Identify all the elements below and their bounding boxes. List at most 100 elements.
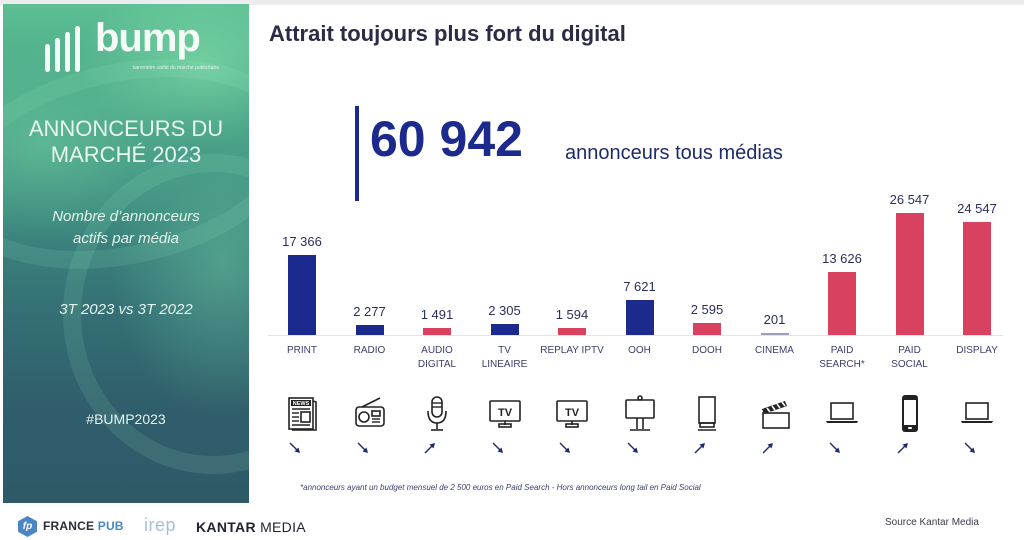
bar — [895, 213, 924, 335]
bump-logo: bump baromètre unifié du marché publicit… — [43, 16, 223, 77]
trend-down-arrow-icon — [964, 442, 975, 453]
media-icon-cell — [606, 393, 674, 463]
svg-text:TV: TV — [565, 407, 580, 419]
panel-title: ANNONCEURS DU MARCHÉ 2023 — [3, 116, 249, 168]
trend-up-arrow-icon — [762, 443, 773, 454]
bar-value-label: 201 — [763, 312, 786, 327]
irep-logo: irep — [144, 515, 177, 535]
media-icon-cell — [876, 393, 944, 463]
category-label: RADIO — [353, 345, 386, 356]
chart-baseline — [268, 335, 1003, 336]
page-title: Attrait toujours plus fort du digital — [269, 21, 626, 46]
bar-group-dooh: 2 595 DOOH — [673, 180, 741, 380]
panel-subtitle-line2: actifs par média — [73, 230, 179, 247]
media-icons-row: NEWS TV TV — [268, 393, 1008, 463]
left-panel: bump baromètre unifié du marché publicit… — [3, 4, 249, 503]
kpi-total-label: annonceurs tous médias — [565, 142, 783, 164]
bar-value-label: 26 547 — [889, 192, 930, 207]
bar-group-print: 17 366 PRINT — [268, 180, 336, 380]
media-icon-cell: TV — [538, 393, 606, 463]
media-icon-cell: TV — [471, 393, 539, 463]
bump-logo-subtitle: baromètre unifié du marché publicitaire — [132, 65, 219, 71]
kpi-total-value: 60 942 — [370, 111, 523, 167]
digital-panel-icon — [698, 396, 716, 431]
bar-value-label: 2 595 — [690, 302, 724, 317]
top-strip — [0, 0, 1024, 5]
bar-group-tv-lineaire: 2 305 TV LINEAIRE — [471, 180, 539, 380]
newspaper-icon: NEWS — [288, 397, 317, 431]
bar-group-paid-search: 13 626 PAID SEARCH* — [808, 180, 876, 380]
trend-up-arrow-icon — [694, 443, 705, 454]
bump-logo-bars-icon — [43, 26, 91, 72]
radio-icon — [354, 397, 385, 427]
bar — [625, 300, 654, 335]
bar-value-label: 1 594 — [555, 307, 589, 322]
bar-group-display: 24 547 DISPLAY — [943, 180, 1011, 380]
bar-group-audio-digital: 1 491 AUDIO DIGITAL — [403, 180, 471, 380]
svg-text:TV: TV — [497, 407, 512, 419]
partner-logos: fp FRANCE PUB irep KANTAR MEDIA — [18, 515, 318, 539]
bar-value-label: 1 491 — [420, 307, 454, 322]
tv-icon: TV — [488, 400, 521, 428]
category-label: CINEMA — [755, 345, 794, 356]
bar-value-label: 13 626 — [822, 251, 862, 266]
laptop-icon — [961, 402, 993, 423]
category-label: TV LINEAIRE — [481, 345, 528, 370]
kantar-media-logo: KANTAR MEDIA — [196, 519, 306, 535]
bar-group-replay-iptv: 1 594 REPLAY IPTV — [538, 180, 606, 380]
bump-logo-word: bump — [95, 16, 201, 60]
bar-value-label: 17 366 — [282, 234, 322, 249]
bar-group-radio: 2 277 RADIO — [336, 180, 404, 380]
category-label: PAID SOCIAL — [891, 345, 928, 370]
bar — [828, 272, 856, 335]
category-label: DOOH — [692, 345, 722, 356]
microphone-icon — [427, 396, 447, 431]
media-icon-cell — [808, 393, 876, 463]
bar-group-ooh: 7 621 OOH — [606, 180, 674, 380]
tv-icon: TV — [556, 400, 588, 428]
kpi-accent-bar — [355, 106, 359, 201]
panel-subtitle: Nombre d’annonceurs actifs par média — [3, 206, 249, 250]
laptop-icon — [826, 402, 858, 423]
bar-group-paid-social: 26 547 PAID SOCIAL — [876, 180, 944, 380]
clapperboard-icon — [761, 401, 790, 429]
panel-title-line1: ANNONCEURS DU — [28, 116, 224, 141]
billboard-icon — [624, 395, 655, 431]
bar — [963, 222, 991, 335]
trend-down-arrow-icon — [627, 442, 638, 453]
smartphone-icon — [901, 395, 918, 432]
bar-value-label: 2 305 — [488, 303, 521, 318]
bar — [423, 328, 451, 335]
bar — [288, 255, 316, 335]
trend-down-arrow-icon — [357, 442, 368, 453]
trend-up-arrow-icon — [424, 443, 435, 454]
bar-group-cinema: 201 CINEMA — [741, 180, 809, 380]
panel-subtitle-line1: Nombre d’annonceurs — [52, 208, 200, 225]
bar — [558, 328, 586, 335]
category-label: OOH — [628, 345, 651, 356]
media-icon-cell — [673, 393, 741, 463]
panel-period: 3T 2023 vs 3T 2022 — [59, 301, 193, 318]
media-icon-cell — [741, 393, 809, 463]
source-credit: Source Kantar Media — [885, 517, 979, 528]
bar — [355, 325, 384, 335]
bar-value-label: 7 621 — [623, 279, 656, 294]
trend-down-arrow-icon — [289, 442, 300, 453]
panel-title-line2: MARCHÉ 2023 — [50, 142, 202, 167]
bar-value-label: 2 277 — [353, 304, 386, 319]
category-label: AUDIO DIGITAL — [417, 345, 457, 370]
footnote: *annonceurs ayant un budget mensuel de 2… — [300, 483, 701, 492]
trend-up-arrow-icon — [897, 443, 908, 454]
category-label: PAID SEARCH* — [819, 345, 865, 370]
bar — [760, 333, 789, 335]
media-icon-cell — [336, 393, 404, 463]
bar-value-label: 24 547 — [957, 201, 997, 216]
france-pub-badge-icon: fp — [18, 516, 37, 537]
bar — [693, 323, 721, 335]
category-label: DISPLAY — [956, 345, 998, 356]
trend-down-arrow-icon — [492, 442, 503, 453]
france-pub-logo: FRANCE PUB — [43, 519, 124, 533]
bar-chart: 17 366 PRINT 2 277 RADIO 1 491 AUDIO DIGITAL 2 … — [268, 180, 1008, 380]
media-icon-cell — [403, 393, 471, 463]
svg-text:NEWS: NEWS — [293, 401, 310, 407]
